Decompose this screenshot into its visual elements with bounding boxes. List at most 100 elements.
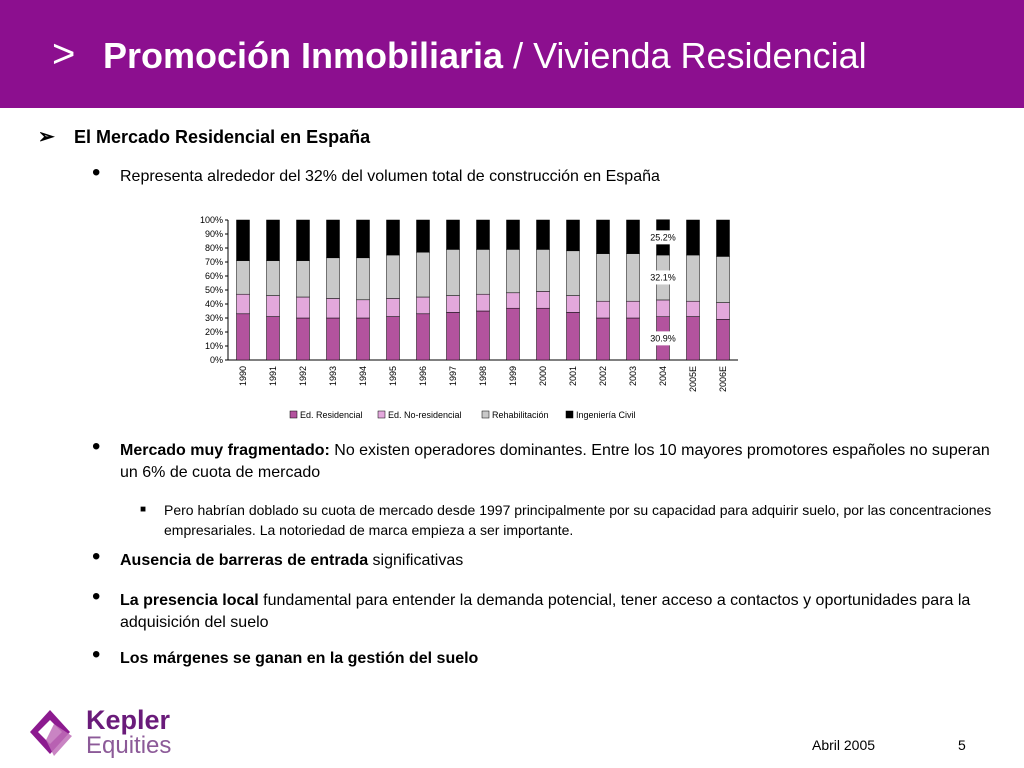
title-bar: > Promoción Inmobiliaria / Vivienda Resi…	[0, 0, 1024, 108]
x-tick-label: 2005E	[688, 366, 698, 392]
section-title: ➢ El Mercado Residencial en España	[38, 124, 370, 149]
bar-segment	[326, 298, 340, 319]
y-tick-label: 60%	[205, 271, 223, 281]
bar-segment	[506, 219, 520, 250]
page-number: 5	[958, 737, 966, 753]
bar-segment	[626, 253, 640, 302]
bullet-dot-icon: •	[92, 159, 101, 186]
bar-segment	[626, 300, 640, 319]
bullet-text: Los márgenes se ganan en la gestión del …	[120, 648, 990, 670]
data-label: 25.2%	[650, 232, 676, 242]
legend-label: Rehabilitación	[492, 410, 549, 420]
x-tick-label: 2002	[598, 366, 608, 386]
bullet-text: Ausencia de barreras de entrada signific…	[120, 550, 990, 572]
bar-segment	[356, 299, 370, 319]
bullet-dot-icon: •	[92, 543, 101, 570]
bar-segment	[416, 251, 430, 298]
bar-segment	[296, 260, 310, 298]
bar-segment	[266, 316, 280, 361]
bar-segment	[296, 317, 310, 361]
bar-segment	[506, 307, 520, 361]
bar-segment	[476, 249, 490, 295]
bar-segment	[716, 302, 730, 320]
bar-segment	[326, 317, 340, 361]
bar-segment	[596, 317, 610, 361]
arrow-bullet-icon: ➢	[38, 126, 55, 148]
bar-segment	[446, 312, 460, 361]
x-tick-label: 2001	[568, 366, 578, 386]
legend-swatch	[565, 410, 574, 419]
legend-swatch	[377, 410, 386, 419]
data-label-box	[644, 230, 682, 245]
bar-segment	[686, 219, 700, 256]
bar-segment	[476, 310, 490, 361]
bar-segment	[446, 219, 460, 250]
bar-segment	[446, 295, 460, 313]
bullet-text: Representa alrededor del 32% del volumen…	[120, 168, 660, 185]
bullet-bold: Mercado muy fragmentado:	[120, 442, 330, 459]
x-tick-label: 2003	[628, 366, 638, 386]
bar-segment	[716, 219, 730, 257]
bar-segment	[356, 317, 370, 361]
square-bullet-icon: ■	[140, 504, 147, 515]
y-tick-label: 40%	[205, 299, 223, 309]
stacked-bar-chart: 0% 10% 20% 30% 40% 50% 60% 70% 80% 90% 100% 1990 199…	[200, 215, 738, 420]
y-tick-label: 80%	[205, 243, 223, 253]
legend-swatch	[481, 410, 490, 419]
bar-segment	[416, 296, 430, 315]
page-title: Promoción Inmobiliaria / Vivienda Reside…	[103, 32, 867, 80]
bar-segment	[566, 295, 580, 313]
bar-segment	[626, 219, 640, 254]
x-tick-label: 1995	[388, 366, 398, 386]
sub-bullet-text: Pero habrían doblado su cuota de mercado…	[164, 502, 992, 538]
bar-segment	[236, 219, 250, 261]
bullet-text: Mercado muy fragmentado: No existen oper…	[120, 440, 990, 484]
y-tick-label: 10%	[205, 341, 223, 351]
x-tick-label: 1998	[478, 366, 488, 386]
bar-segment	[386, 219, 400, 256]
bar-segment	[536, 219, 550, 250]
section-title-text: El Mercado Residencial en España	[74, 127, 371, 147]
footer-date: Abril 2005	[812, 737, 876, 753]
kepler-logo-icon	[30, 710, 72, 756]
page-title-rest: / Vivienda Residencial	[503, 35, 867, 76]
bar-segment	[716, 256, 730, 303]
bullet-text: La presencia local fundamental para ente…	[120, 590, 990, 634]
bar-segment	[296, 296, 310, 319]
bar-segment	[716, 319, 730, 361]
y-tick-label: 30%	[205, 313, 223, 323]
data-label-box	[644, 270, 682, 285]
title-arrow: >	[52, 32, 76, 76]
bar-segment	[476, 293, 490, 312]
bar-segment	[356, 219, 370, 259]
bar-segment	[566, 219, 580, 252]
x-tick-label: 2000	[538, 366, 548, 386]
x-tick-label: 1997	[448, 366, 458, 386]
bar-segment	[566, 312, 580, 361]
bar-segment	[326, 257, 340, 299]
bar-segment	[536, 291, 550, 309]
bar-segment	[416, 313, 430, 361]
x-tick-label: 2006E	[718, 366, 728, 392]
bar-segment	[236, 293, 250, 315]
bar-segment	[686, 254, 700, 302]
bullet-bold: La presencia local	[120, 592, 259, 609]
y-tick-label: 20%	[205, 327, 223, 337]
bar-segment	[536, 307, 550, 361]
x-tick-label: 2004	[658, 366, 668, 386]
y-tick-label: 90%	[205, 229, 223, 239]
data-label: 32.1%	[650, 272, 676, 282]
logo-wordmark: Kepler Equities	[86, 706, 171, 758]
legend-label: Ed. Residencial	[300, 410, 363, 420]
legend-label: Ed. No-residencial	[388, 410, 462, 420]
bar-segment	[686, 316, 700, 361]
bar-segment	[596, 253, 610, 302]
bar-segment	[386, 254, 400, 299]
data-label-box	[644, 331, 682, 346]
y-tick-label: 70%	[205, 257, 223, 267]
bar-segment	[266, 295, 280, 317]
bullet-rest: No existen operadores dominantes. Entre …	[120, 442, 990, 481]
data-label: 30.9%	[650, 333, 676, 343]
bullet-bold: Los márgenes se ganan en la gestión del …	[120, 650, 479, 667]
bullet-rest: significativas	[368, 552, 464, 569]
